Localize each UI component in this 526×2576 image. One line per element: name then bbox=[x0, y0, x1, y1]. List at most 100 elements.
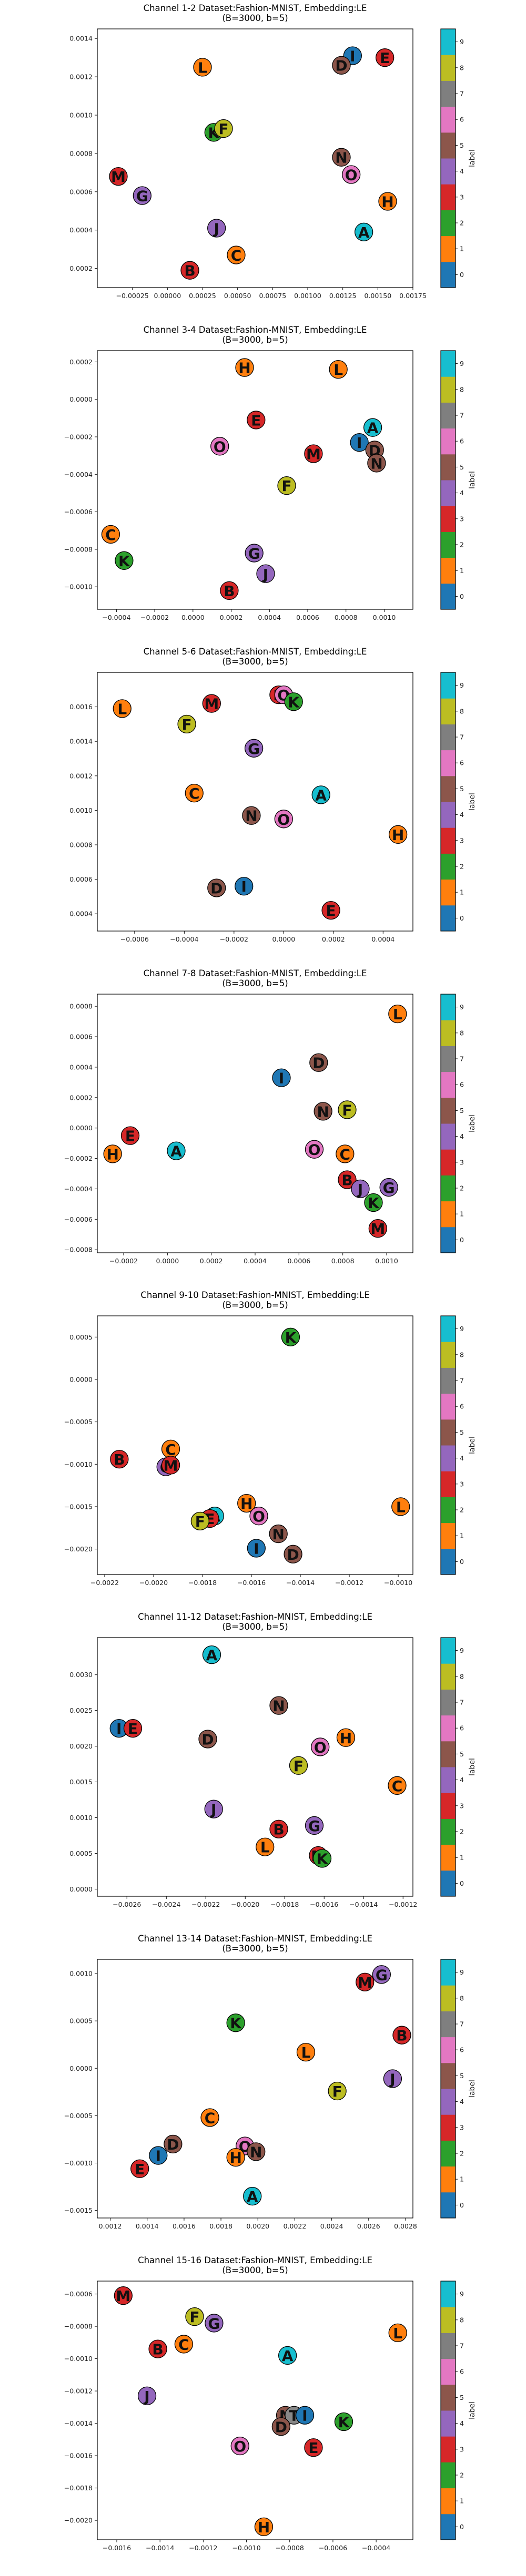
colorbar-segment bbox=[441, 1663, 456, 1690]
point-marker bbox=[243, 2186, 262, 2206]
point-N: N bbox=[313, 1102, 332, 1121]
panel-title-line: (B=3000, b=5) bbox=[222, 1944, 288, 1954]
point-E: E bbox=[376, 48, 394, 67]
y-tick-label: 0.0005 bbox=[69, 1849, 93, 1857]
colorbar-segment bbox=[441, 1097, 456, 1124]
y-tick-label: −0.0010 bbox=[64, 1460, 93, 1468]
point-M: M bbox=[161, 1456, 180, 1475]
point-marker bbox=[226, 2013, 245, 2032]
colorbar-segment bbox=[441, 2011, 456, 2038]
point-label: F bbox=[218, 120, 228, 138]
x-tick-label: −0.0002 bbox=[220, 935, 248, 943]
point-marker bbox=[180, 261, 199, 280]
point-label: F bbox=[189, 2308, 199, 2326]
point-K: K bbox=[364, 1193, 383, 1212]
colorbar-label: label bbox=[468, 471, 477, 489]
colorbar: 0 1 2 3 4 5 6 7 8 9 label bbox=[440, 1637, 477, 1897]
colorbar-segment bbox=[441, 2436, 456, 2462]
point-marker bbox=[204, 1800, 223, 1818]
colorbar-segment bbox=[441, 158, 456, 185]
point-label: I bbox=[241, 878, 247, 895]
x-tick-label: −0.0020 bbox=[231, 1900, 259, 1908]
point-marker bbox=[161, 1456, 180, 1475]
y-tick-label: 0.0002 bbox=[69, 358, 93, 366]
x-tick-label: 0.0012 bbox=[99, 2222, 122, 2230]
point-D: D bbox=[271, 2417, 290, 2436]
panel-title-line: Channel 1-2 Dataset:Fashion-MNIST, Embed… bbox=[144, 3, 367, 13]
colorbar-segment bbox=[441, 184, 456, 210]
colorbar-segment bbox=[441, 2089, 456, 2115]
point-marker bbox=[214, 119, 233, 138]
point-marker bbox=[388, 2323, 407, 2343]
y-tick-label: 0.0002 bbox=[69, 264, 93, 272]
x-tick-label: −0.0018 bbox=[188, 1579, 217, 1587]
point-K: K bbox=[115, 551, 134, 570]
colorbar-segment bbox=[441, 2410, 456, 2437]
y-tick-label: −0.0002 bbox=[64, 433, 93, 441]
y-tick-label: 0.0010 bbox=[69, 1814, 93, 1822]
point-I: I bbox=[272, 1068, 291, 1087]
point-marker bbox=[313, 1102, 332, 1121]
point-M: M bbox=[109, 167, 128, 186]
colorbar-label: label bbox=[468, 1436, 477, 1454]
point-label: J bbox=[143, 2388, 149, 2405]
point-marker bbox=[177, 714, 196, 734]
colorbar-tick-label: 2 bbox=[460, 2150, 464, 2158]
y-tick-label: 0.0004 bbox=[69, 226, 93, 234]
point-label: B bbox=[224, 582, 235, 600]
point-marker bbox=[205, 2314, 224, 2333]
point-marker bbox=[284, 1545, 302, 1563]
point-label: L bbox=[301, 2044, 311, 2061]
point-marker bbox=[120, 1126, 140, 1145]
point-K: K bbox=[284, 692, 303, 711]
point-label: C bbox=[231, 247, 242, 264]
point-marker bbox=[388, 1004, 407, 1024]
y-tick-label: 0.0006 bbox=[69, 188, 93, 196]
axes-frame bbox=[97, 28, 413, 288]
colorbar-tick-label: 7 bbox=[460, 2020, 464, 2028]
point-E: E bbox=[304, 2438, 323, 2457]
point-label: H bbox=[392, 826, 404, 844]
colorbar-segment bbox=[441, 261, 456, 288]
point-label: A bbox=[315, 786, 327, 804]
colorbar-tick-label: 7 bbox=[460, 1699, 464, 1706]
point-marker bbox=[311, 785, 330, 804]
x-tick-label: −0.00025 bbox=[116, 292, 149, 300]
y-tick-label: 0.0010 bbox=[69, 111, 93, 119]
point-label: J bbox=[262, 566, 268, 583]
point-O: O bbox=[342, 165, 361, 184]
colorbar-frame bbox=[440, 1637, 456, 1897]
point-marker bbox=[304, 2438, 323, 2457]
colorbar-segment bbox=[441, 1715, 456, 1742]
point-H: H bbox=[389, 825, 408, 844]
point-F: F bbox=[338, 1100, 357, 1119]
point-F: F bbox=[328, 2081, 347, 2101]
point-O: O bbox=[230, 2436, 249, 2456]
point-label: B bbox=[341, 1172, 352, 1189]
x-tick-label: 0.00100 bbox=[294, 292, 321, 300]
y-tick-label: 0.0008 bbox=[69, 1003, 93, 1010]
y-tick-label: −0.0018 bbox=[64, 2484, 93, 2492]
point-O: O bbox=[210, 437, 229, 456]
colorbar-tick-label: 2 bbox=[460, 1828, 464, 1836]
colorbar-tick-label: 8 bbox=[460, 1029, 464, 1037]
point-marker bbox=[207, 878, 226, 897]
colorbar-segment bbox=[441, 376, 456, 403]
point-marker bbox=[296, 2042, 316, 2062]
y-tick-label: −0.0005 bbox=[64, 1418, 93, 1426]
point-label: B bbox=[396, 2027, 407, 2045]
point-label: M bbox=[111, 168, 126, 186]
point-label: L bbox=[393, 1006, 402, 1023]
x-tick-label: 0.0022 bbox=[284, 2222, 307, 2230]
scatter-panel-3: Channel 5-6 Dataset:Fashion-MNIST, Embed… bbox=[69, 647, 477, 943]
panel-title-line: Channel 3-4 Dataset:Fashion-MNIST, Embed… bbox=[144, 325, 367, 335]
y-tick-label: −0.0008 bbox=[64, 545, 93, 553]
point-label: C bbox=[178, 2336, 189, 2353]
point-label: J bbox=[357, 1181, 363, 1198]
point-marker bbox=[247, 2142, 266, 2161]
point-A: A bbox=[363, 418, 382, 437]
colorbar-segment bbox=[441, 1367, 456, 1394]
panel-title-line: Channel 11-12 Dataset:Fashion-MNIST, Emb… bbox=[138, 1612, 372, 1622]
y-tick-label: 0.0015 bbox=[69, 1778, 93, 1786]
point-label: D bbox=[312, 1055, 325, 1072]
